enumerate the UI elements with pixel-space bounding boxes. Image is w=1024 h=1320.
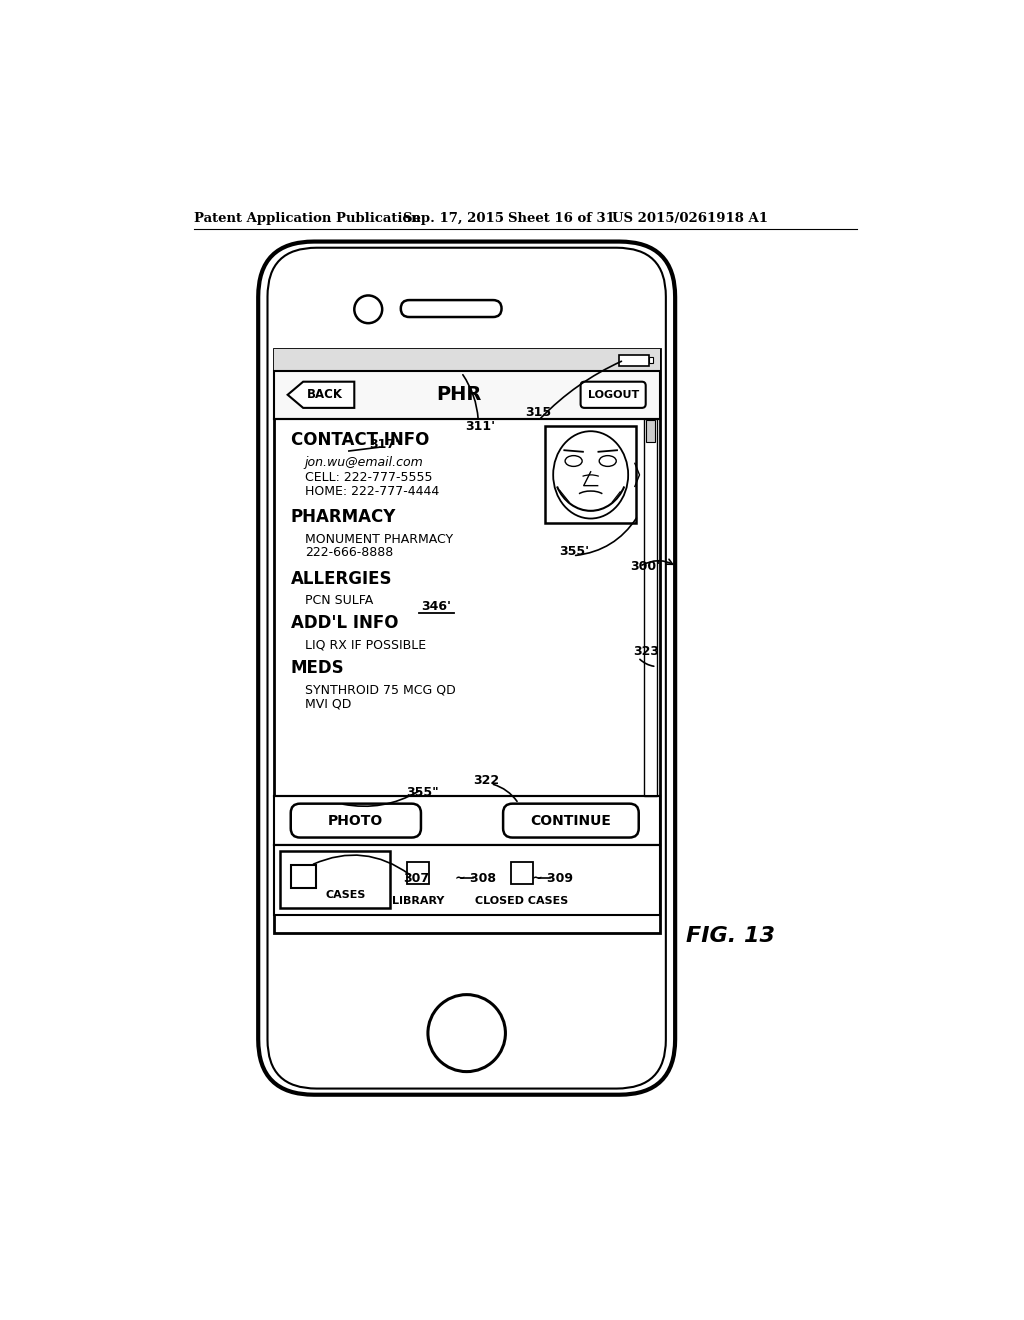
Text: 307: 307 — [403, 871, 429, 884]
Bar — [273, 350, 659, 933]
Text: SYNTHROID 75 MCG QD: SYNTHROID 75 MCG QD — [305, 684, 456, 697]
Text: PHARMACY: PHARMACY — [291, 508, 396, 525]
Bar — [291, 866, 315, 888]
Text: 315: 315 — [525, 407, 552, 418]
FancyBboxPatch shape — [400, 300, 502, 317]
Bar — [649, 358, 652, 363]
Text: 355': 355' — [559, 545, 590, 557]
FancyBboxPatch shape — [503, 804, 639, 837]
Text: MEDS: MEDS — [291, 659, 344, 677]
Bar — [273, 371, 659, 418]
Text: 222-666-8888: 222-666-8888 — [305, 546, 393, 560]
Text: LOGOUT: LOGOUT — [588, 389, 639, 400]
Bar — [620, 355, 649, 366]
Bar — [646, 420, 655, 442]
Text: MVI QD: MVI QD — [305, 697, 351, 710]
Text: Sep. 17, 2015: Sep. 17, 2015 — [403, 213, 504, 224]
Text: BACK: BACK — [307, 388, 343, 401]
Text: 300': 300' — [631, 560, 660, 573]
Ellipse shape — [599, 455, 616, 466]
Polygon shape — [288, 381, 354, 408]
Text: Sheet 16 of 31: Sheet 16 of 31 — [508, 213, 614, 224]
Text: 322: 322 — [473, 774, 499, 787]
Text: CONTACT INFO: CONTACT INFO — [291, 430, 429, 449]
Text: 311': 311' — [466, 420, 496, 433]
Text: US 2015/0261918 A1: US 2015/0261918 A1 — [612, 213, 768, 224]
Bar — [273, 796, 659, 845]
Bar — [273, 845, 659, 915]
Bar — [545, 426, 636, 524]
Text: 323: 323 — [633, 644, 658, 657]
Ellipse shape — [565, 455, 583, 466]
Text: CASES: CASES — [326, 890, 366, 899]
Text: PHR: PHR — [436, 385, 481, 404]
Bar — [511, 862, 532, 884]
Text: ALLERGIES: ALLERGIES — [291, 570, 392, 587]
Text: jon.wu@email.com: jon.wu@email.com — [305, 455, 424, 469]
Text: Patent Application Publication: Patent Application Publication — [194, 213, 421, 224]
Bar — [273, 350, 659, 371]
Text: ADD'L INFO: ADD'L INFO — [291, 614, 398, 632]
FancyBboxPatch shape — [291, 804, 421, 837]
Ellipse shape — [553, 432, 628, 519]
Text: 317': 317' — [369, 438, 398, 451]
Text: MONUMENT PHARMACY: MONUMENT PHARMACY — [305, 533, 453, 545]
FancyBboxPatch shape — [267, 248, 666, 1089]
Text: PHOTO: PHOTO — [329, 813, 383, 828]
Text: ~ 308: ~ 308 — [455, 871, 496, 884]
Text: LIQ RX IF POSSIBLE: LIQ RX IF POSSIBLE — [305, 639, 426, 652]
Text: 355": 355" — [407, 787, 439, 800]
Text: LIBRARY: LIBRARY — [391, 896, 444, 906]
Text: HOME: 222-777-4444: HOME: 222-777-4444 — [305, 484, 439, 498]
Bar — [407, 862, 429, 884]
Text: CLOSED CASES: CLOSED CASES — [475, 896, 568, 906]
Bar — [280, 851, 390, 908]
Text: PCN SULFA: PCN SULFA — [305, 594, 373, 607]
Text: ~ 309: ~ 309 — [532, 871, 573, 884]
FancyBboxPatch shape — [258, 242, 675, 1094]
Text: FIG. 13: FIG. 13 — [686, 927, 775, 946]
Text: CONTINUE: CONTINUE — [530, 813, 611, 828]
Bar — [644, 418, 656, 796]
Text: 346': 346' — [422, 601, 452, 612]
Text: CELL: 222-777-5555: CELL: 222-777-5555 — [305, 471, 432, 484]
FancyBboxPatch shape — [581, 381, 646, 408]
